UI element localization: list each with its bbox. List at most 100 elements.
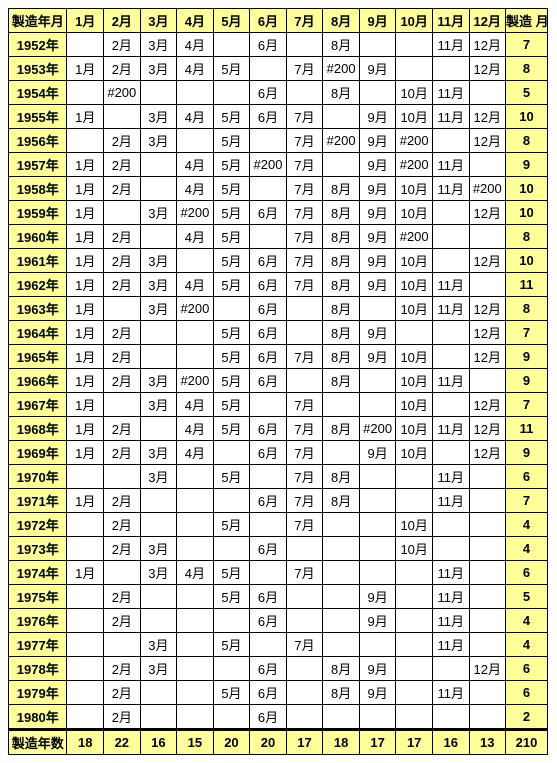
cell-month-1: 1月: [67, 225, 104, 249]
header-month-9: 9月: [359, 9, 396, 33]
cell-month-1: 1月: [67, 417, 104, 441]
cell-month-9: 9月: [359, 609, 396, 633]
cell-month-3: [140, 609, 177, 633]
cell-month-2: 2月: [104, 177, 141, 201]
cell-month-8: 8月: [323, 249, 360, 273]
footer-month-7: 17: [286, 730, 323, 755]
cell-month-1: 1月: [67, 561, 104, 585]
cell-month-6: 6月: [250, 681, 287, 705]
row-year: 1954年: [9, 81, 67, 105]
table-row: 1975年2月5月6月9月11月5: [9, 585, 548, 609]
cell-month-1: [67, 633, 104, 657]
cell-month-8: 8月: [323, 417, 360, 441]
row-year: 1963年: [9, 297, 67, 321]
cell-month-8: 8月: [323, 465, 360, 489]
cell-month-7: 7月: [286, 225, 323, 249]
cell-month-6: 6月: [250, 657, 287, 681]
cell-month-1: [67, 537, 104, 561]
row-year: 1976年: [9, 609, 67, 633]
cell-month-2: 2月: [104, 489, 141, 513]
cell-month-4: 4月: [177, 273, 214, 297]
cell-month-6: 6月: [250, 537, 287, 561]
header-month-1: 1月: [67, 9, 104, 33]
cell-month-1: 1月: [67, 201, 104, 225]
cell-month-5: 5月: [213, 153, 250, 177]
cell-month-11: [432, 657, 469, 681]
cell-month-5: [213, 609, 250, 633]
row-year: 1965年: [9, 345, 67, 369]
cell-month-11: [432, 129, 469, 153]
row-year: 1972年: [9, 513, 67, 537]
row-year: 1957年: [9, 153, 67, 177]
cell-month-5: [213, 81, 250, 105]
cell-month-7: [286, 321, 323, 345]
cell-month-7: [286, 297, 323, 321]
cell-month-7: 7月: [286, 105, 323, 129]
cell-month-9: [359, 489, 396, 513]
cell-month-10: [396, 681, 433, 705]
cell-month-3: 3月: [140, 57, 177, 81]
cell-month-12: 12月: [469, 393, 506, 417]
cell-month-6: [250, 633, 287, 657]
cell-month-6: [250, 177, 287, 201]
cell-month-5: 5月: [213, 249, 250, 273]
footer-month-5: 20: [213, 730, 250, 755]
cell-month-7: [286, 369, 323, 393]
cell-month-5: 5月: [213, 273, 250, 297]
cell-month-3: 3月: [140, 105, 177, 129]
table-row: 1958年1月2月4月5月7月8月9月10月11月#20010: [9, 177, 548, 201]
cell-month-1: 1月: [67, 57, 104, 81]
table-row: 1977年3月5月7月11月4: [9, 633, 548, 657]
row-year: 1980年: [9, 705, 67, 730]
cell-month-2: 2月: [104, 417, 141, 441]
cell-month-3: 3月: [140, 249, 177, 273]
cell-month-6: [250, 129, 287, 153]
cell-month-1: 1月: [67, 345, 104, 369]
row-year: 1978年: [9, 657, 67, 681]
cell-month-3: 3月: [140, 129, 177, 153]
cell-month-5: 5月: [213, 225, 250, 249]
cell-month-6: 6月: [250, 609, 287, 633]
cell-month-12: [469, 513, 506, 537]
table-row: 1956年2月3月5月7月#2009月#20012月8: [9, 129, 548, 153]
cell-month-4: [177, 513, 214, 537]
row-count: 6: [506, 657, 548, 681]
cell-month-12: [469, 225, 506, 249]
cell-month-8: [323, 441, 360, 465]
cell-month-12: 12月: [469, 33, 506, 57]
production-table: 製造年月1月2月3月4月5月6月7月8月9月10月11月12月製造 月数 195…: [8, 8, 548, 755]
cell-month-1: 1月: [67, 273, 104, 297]
cell-month-5: 5月: [213, 417, 250, 441]
cell-month-1: 1月: [67, 297, 104, 321]
cell-month-2: 2月: [104, 585, 141, 609]
cell-month-10: 10月: [396, 513, 433, 537]
table-row: 1967年1月3月4月5月7月10月12月7: [9, 393, 548, 417]
cell-month-6: 6月: [250, 441, 287, 465]
cell-month-3: 3月: [140, 297, 177, 321]
cell-month-8: 8月: [323, 297, 360, 321]
header-year: 製造年月: [9, 9, 67, 33]
cell-month-5: 5月: [213, 345, 250, 369]
cell-month-2: 2月: [104, 225, 141, 249]
cell-month-9: [359, 705, 396, 730]
cell-month-5: 5月: [213, 321, 250, 345]
cell-month-3: 3月: [140, 537, 177, 561]
row-count: 6: [506, 681, 548, 705]
cell-month-3: [140, 513, 177, 537]
cell-month-4: 4月: [177, 561, 214, 585]
cell-month-2: 2月: [104, 681, 141, 705]
cell-month-11: [432, 321, 469, 345]
cell-month-5: [213, 489, 250, 513]
cell-month-2: 2月: [104, 609, 141, 633]
cell-month-12: 12月: [469, 321, 506, 345]
cell-month-6: 6月: [250, 585, 287, 609]
cell-month-10: 10月: [396, 249, 433, 273]
row-count: 9: [506, 345, 548, 369]
cell-month-7: 7月: [286, 273, 323, 297]
cell-month-1: 1月: [67, 369, 104, 393]
cell-month-3: 3月: [140, 657, 177, 681]
cell-month-12: 12月: [469, 657, 506, 681]
cell-month-11: [432, 441, 469, 465]
cell-month-10: #200: [396, 225, 433, 249]
cell-month-2: 2月: [104, 345, 141, 369]
